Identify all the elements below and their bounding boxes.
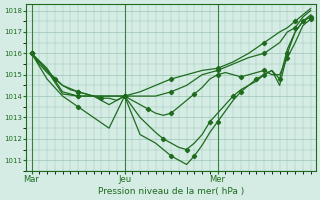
X-axis label: Pression niveau de la mer( hPa ): Pression niveau de la mer( hPa ) xyxy=(98,187,244,196)
